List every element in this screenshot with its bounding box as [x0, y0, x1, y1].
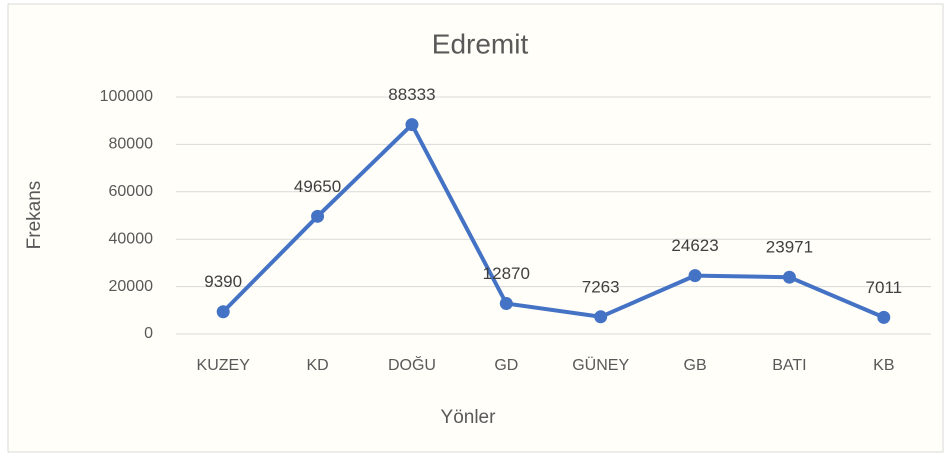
x-tick-label: BATI	[772, 357, 806, 374]
x-tick-label: KD	[306, 357, 328, 374]
data-label: 23971	[766, 238, 813, 257]
x-tick-label: DOĞU	[388, 355, 436, 374]
marker	[405, 118, 419, 132]
y-axis-label: Frekans	[24, 181, 45, 250]
marker	[311, 209, 325, 223]
data-label: 7263	[582, 277, 620, 296]
y-tick-label: 0	[144, 325, 153, 342]
marker	[216, 305, 230, 319]
y-tick-label: 20000	[109, 278, 154, 295]
data-label: 24623	[671, 236, 718, 255]
x-tick-label: GB	[684, 357, 707, 374]
marker	[499, 296, 513, 310]
data-label: 88333	[388, 85, 435, 104]
line	[221, 122, 885, 320]
chart-frame	[7, 3, 944, 453]
y-tick-label: 40000	[109, 230, 154, 247]
x-tick-label: KB	[873, 357, 894, 374]
data-label: 9390	[204, 272, 242, 291]
x-axis-label: Yönler	[441, 407, 497, 428]
marker	[877, 310, 891, 324]
data-label: 49650	[294, 177, 341, 196]
marker	[688, 269, 702, 283]
data-label: 12870	[483, 264, 530, 283]
chart-title: Edremit	[432, 28, 529, 59]
x-tick-label: GÜNEY	[572, 356, 629, 374]
marker	[594, 310, 608, 324]
data-label: 7011	[866, 278, 903, 297]
y-tick-label: 80000	[109, 136, 154, 153]
y-tick-label: 60000	[109, 183, 154, 200]
x-tick-label: KUZEY	[197, 357, 251, 374]
x-tick-label: GD	[494, 357, 518, 374]
y-tick-label: 100000	[100, 88, 153, 105]
marker	[782, 270, 796, 284]
